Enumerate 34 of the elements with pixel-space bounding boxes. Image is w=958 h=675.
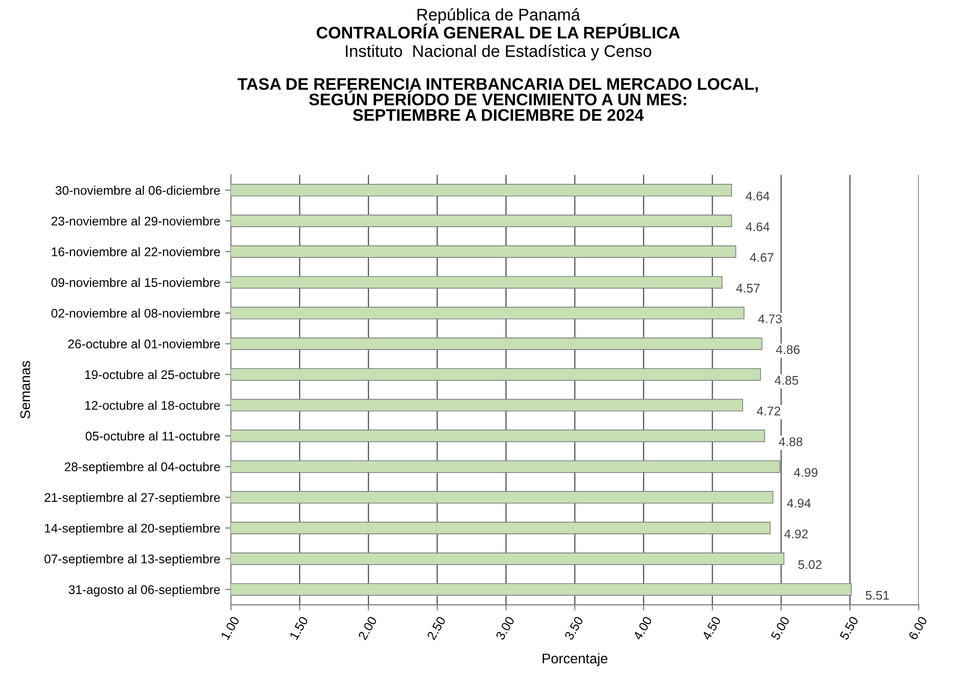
data-label: 5.02 [798, 560, 822, 570]
y-tick-label: 30-noviembre al 06-diciembre [56, 186, 220, 195]
data-label: 4.57 [736, 284, 760, 293]
y-tick-label: 05-octubre al 11-octubre [86, 431, 220, 441]
data-label: 4.92 [784, 529, 808, 538]
y-tick-label: 02-noviembre al 08-noviembre [51, 308, 220, 318]
data-label: 4.88 [778, 437, 802, 446]
text: CONTRALORÍA GENERAL DE LA REPÚBLICA [316, 24, 680, 39]
y-tick-label: 14-septiembre al 20-septiembre [44, 523, 220, 536]
data-label: 4.86 [776, 345, 800, 354]
data-label: 4.72 [756, 406, 780, 416]
y-tick-label: 21-septiembre al 27-septiembre [44, 492, 220, 504]
y-tick-label: 28-septiembre al 04-octubre [64, 462, 220, 474]
y-tick-label: 12-octubre al 18-octubre [85, 400, 220, 410]
text: República de Panamá [418, 8, 580, 24]
y-tick-label: 26-octubre al 01-noviembre [68, 339, 220, 348]
data-label: 4.64 [746, 192, 770, 200]
data-label: 4.85 [774, 376, 798, 385]
data-label: 4.67 [750, 253, 774, 262]
chart-title: TASA DE REFERENCIA INTERBANCARIA DEL MERCADO LOCAL, SEGÚN PERÍODO DE VENCIMIENTO A UN MES: SEPTIEMBRE A DICIEMBRE DE 2024 [238, 78, 758, 121]
y-tick-label: 07-septiembre al 13-septiembre [44, 554, 220, 566]
x-axis-title: Porcentaje [542, 653, 608, 666]
y-axis-title: Semanas [20, 360, 30, 419]
data-label: 4.99 [794, 468, 818, 477]
text: Instituto Nacional de Estadística y Censo [346, 44, 652, 60]
y-tick-label: 31-agosto al 06-septiembre [68, 584, 220, 597]
data-label: 4.94 [787, 498, 811, 508]
data-label: 4.64 [746, 222, 770, 232]
y-tick-label: 09-noviembre al 15-noviembre [51, 278, 220, 287]
y-tick-label: 16-noviembre al 22-noviembre [52, 247, 220, 256]
y-tick-label: 19-octubre al 25-octubre [85, 370, 220, 380]
y-tick-label: 23-noviembre al 29-noviembre [52, 216, 220, 226]
data-label: 5.51 [866, 591, 889, 600]
data-label: 4.73 [758, 314, 782, 324]
